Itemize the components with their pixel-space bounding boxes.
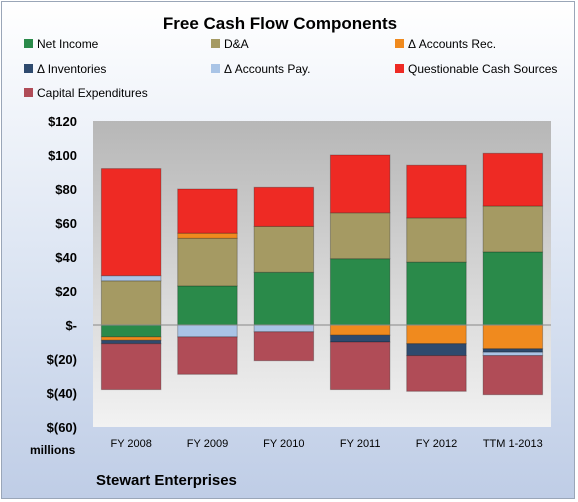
bar-segment (329, 258, 391, 326)
bar-segment (482, 324, 544, 350)
bar-segment (406, 355, 467, 392)
y-tick-label: $40 (55, 250, 77, 265)
bar-segment (100, 343, 162, 391)
y-tick-label: $(20) (47, 352, 77, 367)
y-tick-label: $(40) (47, 386, 77, 401)
bar-segment (253, 186, 315, 227)
y-tick-label: $- (65, 318, 77, 333)
bar-segment (100, 339, 162, 345)
legend-item: Net Income (24, 37, 98, 51)
bar-segment (100, 324, 162, 338)
bar-segment (482, 205, 544, 253)
bar-segment (329, 334, 391, 343)
bar-segment (100, 275, 162, 282)
legend-swatch (24, 64, 33, 74)
chart-title: Free Cash Flow Components (162, 14, 398, 33)
bar-segment (482, 152, 544, 207)
company-name: Stewart Enterprises (96, 472, 237, 489)
legend-item: Δ Accounts Pay. (211, 62, 311, 76)
x-tick-label: FY 2012 (416, 438, 457, 450)
legend-label: Questionable Cash Sources (408, 62, 558, 76)
legend-label: Δ Accounts Rec. (408, 37, 497, 51)
y-tick-label: $120 (48, 114, 77, 129)
legend-swatch (24, 39, 33, 49)
y-tick-label: $100 (48, 148, 77, 163)
bar-segment (100, 336, 162, 341)
bar-segment (482, 351, 544, 357)
legend-item: D&A (211, 37, 249, 51)
bar-segment (406, 164, 467, 219)
legend-swatch (395, 39, 404, 49)
x-tick-label: TTM 1-2013 (483, 438, 543, 450)
y-tick-label: $20 (55, 284, 77, 299)
bar-segment (329, 324, 391, 336)
bar-segment (406, 261, 467, 326)
legend-swatch (211, 64, 220, 74)
bar-segment (177, 336, 238, 375)
bar-segment (482, 355, 544, 396)
bar-segment (253, 225, 315, 273)
x-tick-label: FY 2009 (187, 438, 228, 450)
plot-area (93, 121, 551, 427)
legend-item: Questionable Cash Sources (395, 62, 557, 76)
bar-segment (253, 271, 315, 326)
x-tick-label: FY 2011 (340, 438, 381, 450)
bar-segment (406, 324, 467, 345)
legend-label: Δ Inventories (37, 62, 107, 76)
bar-segment (253, 324, 315, 333)
bar-segment (100, 168, 162, 277)
bar-segment (406, 217, 467, 263)
legend-swatch (395, 64, 404, 74)
bar-segment (406, 343, 467, 357)
bar-segment (329, 154, 391, 214)
y-tick-label: $60 (55, 216, 77, 231)
bar-segment (177, 232, 238, 239)
legend-label: Net Income (37, 37, 99, 51)
bar-segment (482, 251, 544, 326)
bar-segment (177, 188, 238, 234)
bar-segment (329, 212, 391, 260)
bar-segment (177, 324, 238, 338)
legend-swatch (211, 39, 220, 49)
x-tick-label: FY 2008 (111, 438, 152, 450)
bar-segment (177, 285, 238, 326)
bar-segment (329, 341, 391, 391)
legend-label: D&A (224, 37, 249, 51)
legend-item: Δ Inventories (24, 62, 106, 76)
bar-segment (100, 280, 162, 326)
y-axis-units: millions (30, 443, 76, 457)
legend-item: Capital Expenditures (24, 86, 148, 100)
bar-segment (253, 331, 315, 362)
y-tick-label: $80 (55, 182, 77, 197)
legend-label: Capital Expenditures (37, 86, 148, 100)
legend-item: Δ Accounts Rec. (395, 37, 496, 51)
y-tick-label: $(60) (47, 420, 77, 435)
bar-segment (482, 348, 544, 353)
legend-label: Δ Accounts Pay. (224, 62, 311, 76)
x-tick-label: FY 2010 (263, 438, 304, 450)
bar-segment (177, 237, 238, 287)
legend-swatch (24, 88, 33, 98)
